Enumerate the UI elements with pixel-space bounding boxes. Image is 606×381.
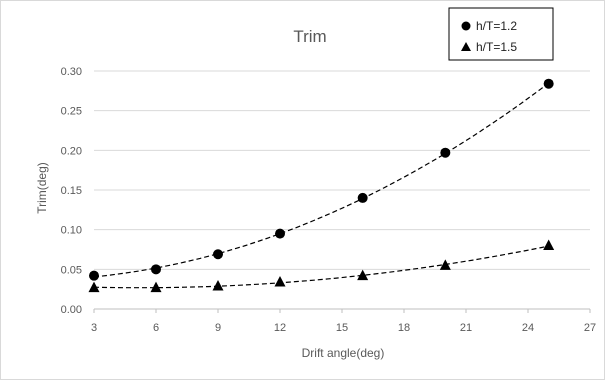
data-point-circle — [213, 249, 223, 260]
y-tick-label: 0.10 — [61, 225, 82, 237]
y-tick-label: 0.15 — [61, 185, 82, 197]
y-tick-labels: 0.00 0.05 0.10 0.15 0.20 0.25 0.30 — [61, 66, 82, 316]
y-tick-label: 0.20 — [61, 145, 82, 157]
data-point-circle — [543, 78, 554, 89]
trendline-series-1 — [93, 82, 550, 278]
y-axis-title: Trim(deg) — [35, 162, 49, 214]
x-tick-labels: 3 6 9 12 15 18 21 24 27 — [91, 322, 596, 334]
data-point-circle — [357, 192, 368, 203]
x-tick-label: 6 — [153, 322, 159, 334]
gridlines — [93, 70, 591, 313]
legend-label-series-2: h/T=1.5 — [476, 40, 517, 54]
x-tick-label: 27 — [584, 322, 596, 334]
x-tick-label: 9 — [215, 322, 221, 334]
data-point-triangle — [274, 276, 286, 287]
data-point-triangle — [357, 269, 369, 281]
data-point-triangle — [439, 259, 451, 270]
x-tick-label: 15 — [336, 322, 348, 334]
data-points — [88, 78, 555, 293]
x-tick-label: 24 — [522, 322, 534, 334]
y-tick-label: 0.05 — [61, 264, 82, 276]
data-point-triangle — [88, 281, 100, 293]
trendline-series-2 — [93, 245, 549, 289]
y-tick-label: 0.25 — [61, 106, 82, 118]
x-tick-label: 18 — [398, 322, 410, 334]
data-point-triangle — [543, 239, 555, 251]
data-point-circle — [440, 147, 451, 158]
data-point-triangle — [212, 279, 224, 291]
data-point-circle — [151, 264, 161, 275]
x-tick-label: 21 — [460, 322, 472, 334]
legend: h/T=1.2 h/T=1.5 — [448, 7, 554, 61]
legend-marker-circle — [461, 21, 471, 31]
x-tick-label: 12 — [274, 322, 286, 334]
legend-label-series-1: h/T=1.2 — [476, 19, 517, 33]
y-tick-label: 0.30 — [61, 66, 82, 78]
legend-box — [448, 7, 554, 61]
trendlines — [93, 82, 550, 289]
legend-marker-triangle — [461, 42, 471, 51]
chart-title: Trim — [293, 27, 326, 46]
data-point-triangle — [150, 281, 162, 293]
y-tick-label: 0.00 — [61, 304, 82, 316]
x-tick-label: 3 — [91, 322, 97, 334]
data-point-circle — [275, 228, 285, 239]
x-axis-title: Drift angle(deg) — [302, 346, 385, 360]
data-point-circle — [89, 270, 99, 281]
